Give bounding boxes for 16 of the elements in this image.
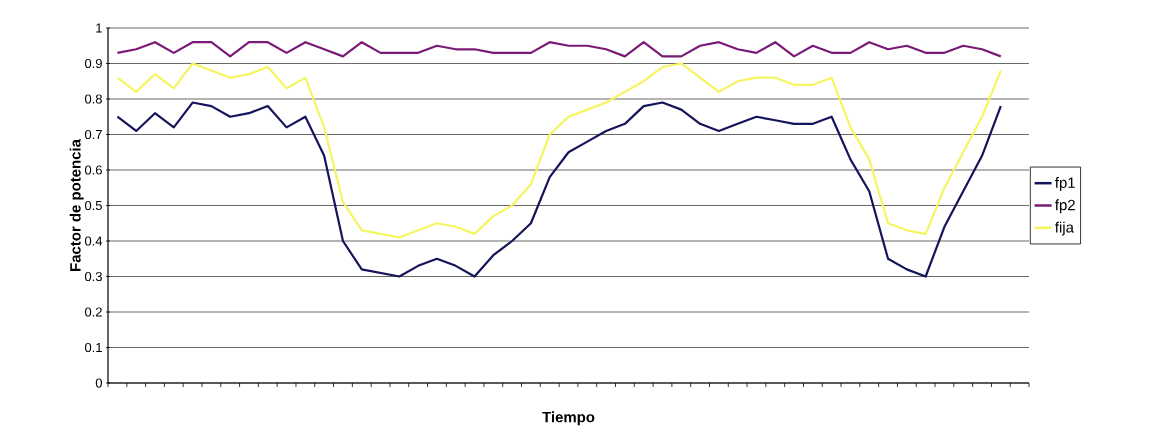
y-tick-label: 0.1 [84,342,102,353]
y-tick-label: 0 [95,378,102,388]
y-tick-label: 0.6 [84,165,102,175]
y-tick-label: 0.8 [84,94,102,104]
legend-label: fija [1055,221,1074,236]
y-tick-label: 0.3 [84,271,102,282]
y-axis-title: Factor de potencia [69,138,84,271]
y-tick-label: 0.5 [84,200,102,211]
y-tick-label: 0.4 [84,236,103,246]
y-tick-label: 0.7 [84,129,102,140]
y-tick-label: 0.2 [84,307,102,317]
legend-label: fp2 [1055,199,1075,214]
y-tick-label: 1 [96,23,102,33]
y-tick-label: 0.9 [84,58,102,69]
legend-label: fp1 [1055,177,1075,191]
x-axis-title: Tiempo [542,411,595,426]
